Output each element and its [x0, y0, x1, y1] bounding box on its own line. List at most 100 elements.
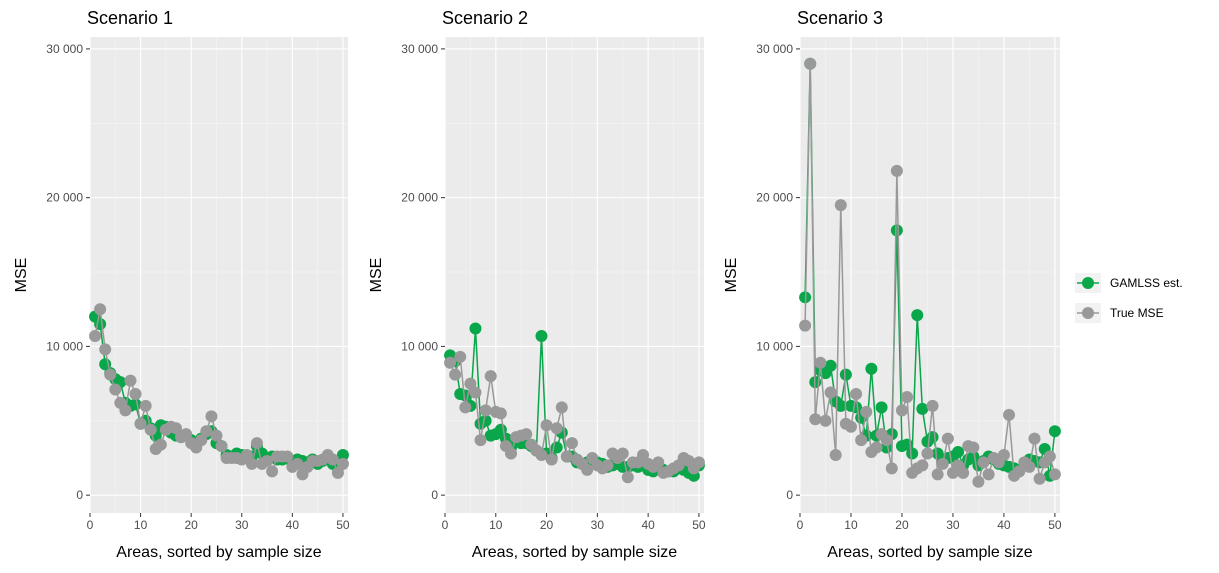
data-point [1043, 450, 1056, 463]
series-line-segment [1003, 414, 1010, 456]
data-point [1028, 432, 1041, 445]
data-point [464, 377, 477, 390]
data-point [809, 413, 822, 426]
data-point [581, 463, 594, 476]
data-point [839, 368, 852, 381]
y-tick-label: 30 000 [401, 42, 438, 56]
data-point [850, 388, 863, 400]
x-tick-label: 30 [946, 518, 960, 532]
data-point [444, 356, 457, 369]
data-point [180, 428, 193, 441]
data-point [560, 450, 573, 463]
series-true-mse [89, 303, 349, 481]
data-point [890, 224, 903, 237]
data-point [261, 454, 274, 467]
data-point [565, 437, 578, 450]
data-point [799, 319, 812, 332]
series-line-segment [870, 368, 878, 436]
data-point [454, 350, 467, 363]
x-axis-title: Areas, sorted by sample size [472, 544, 678, 561]
x-tick-label: 10 [134, 518, 148, 532]
x-tick-label: 30 [591, 518, 605, 532]
data-point [331, 466, 344, 479]
data-point [129, 398, 142, 411]
series-line-segment [489, 376, 497, 412]
data-point [855, 434, 868, 447]
data-point [1048, 425, 1061, 438]
x-tick-label: 10 [489, 518, 503, 532]
series-line-segment [931, 405, 939, 475]
data-point [240, 448, 253, 461]
y-tick-label: 20 000 [401, 191, 438, 205]
data-point [860, 405, 873, 418]
data-point [824, 386, 837, 399]
data-point [479, 414, 492, 427]
data-point [129, 388, 142, 400]
series-line-segment [834, 205, 842, 456]
x-tick-label: 20 [184, 518, 198, 532]
data-point [215, 440, 228, 453]
series-line-segment [911, 315, 919, 454]
series-line-segment [809, 63, 817, 420]
series-line-segment [891, 170, 898, 469]
series-line-segment [459, 356, 467, 408]
x-tick-label: 10 [844, 518, 858, 532]
data-point [901, 390, 914, 403]
data-point [997, 448, 1010, 461]
data-point [494, 407, 507, 420]
data-point [469, 386, 482, 399]
data-point [880, 434, 893, 447]
y-tick-label: 0 [76, 488, 83, 502]
legend-label-gamlss: GAMLSS est. [1110, 276, 1183, 290]
data-point [94, 303, 107, 316]
x-tick-label: 0 [797, 518, 804, 532]
x-tick-label: 0 [87, 518, 94, 532]
x-tick-label: 0 [442, 518, 449, 532]
data-point [555, 401, 568, 414]
data-point [921, 447, 934, 460]
data-point [200, 425, 213, 438]
y-tick-label: 10 000 [756, 339, 793, 353]
data-point [601, 459, 614, 472]
data-point [850, 401, 863, 414]
data-point [834, 199, 847, 212]
data-point [139, 399, 152, 412]
data-point [844, 420, 857, 433]
y-tick-label: 10 000 [401, 339, 438, 353]
data-point [621, 471, 634, 484]
data-point [281, 450, 294, 463]
data-point [540, 419, 553, 432]
data-point [195, 434, 208, 447]
x-tick-label: 50 [1048, 518, 1062, 532]
data-point [952, 446, 965, 459]
series-true-mse [799, 57, 1061, 488]
data-point [829, 448, 842, 461]
y-tick-label: 20 000 [46, 191, 83, 205]
series-line-segment [865, 411, 873, 453]
x-axis-title: Areas, sorted by sample size [827, 544, 1033, 561]
data-point [967, 450, 980, 463]
data-point [834, 399, 847, 412]
data-point [1023, 460, 1036, 473]
x-tick-label: 40 [997, 518, 1011, 532]
data-point [1013, 465, 1026, 478]
legend-key-point [1082, 277, 1094, 289]
data-point [520, 428, 533, 441]
data-point [479, 404, 492, 417]
data-point [154, 438, 167, 451]
data-point [926, 399, 939, 412]
data-point [616, 447, 629, 460]
data-point [885, 462, 898, 475]
data-point [1003, 408, 1016, 421]
series-line-segment [804, 63, 811, 326]
data-point [652, 456, 665, 469]
data-point [916, 402, 929, 415]
data-point [875, 401, 888, 414]
data-point [210, 429, 223, 442]
data-point [99, 343, 112, 356]
data-point [941, 432, 954, 445]
series-line-segment [535, 335, 543, 451]
data-point [637, 448, 650, 461]
series-line-segment [99, 309, 106, 350]
